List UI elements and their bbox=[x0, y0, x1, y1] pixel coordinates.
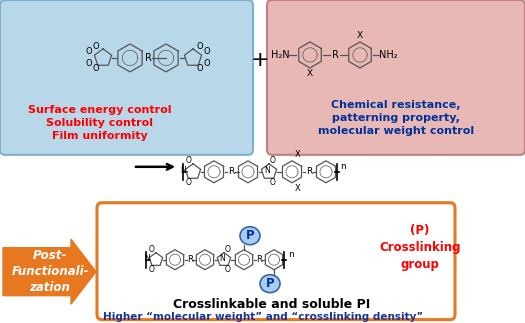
Text: H₂N: H₂N bbox=[271, 50, 289, 60]
Text: N: N bbox=[219, 254, 225, 263]
Text: O: O bbox=[270, 156, 276, 165]
Text: O: O bbox=[93, 42, 99, 51]
Text: O: O bbox=[204, 59, 211, 68]
Text: X: X bbox=[295, 150, 301, 159]
Text: Higher “molecular weight” and “crosslinking density”: Higher “molecular weight” and “crosslink… bbox=[103, 312, 423, 322]
Text: +: + bbox=[251, 50, 269, 70]
Text: Chemical resistance,
patterning property,
molecular weight control: Chemical resistance, patterning property… bbox=[318, 100, 474, 136]
Text: NH₂: NH₂ bbox=[379, 50, 397, 60]
Text: (P)
Crosslinking
group: (P) Crosslinking group bbox=[379, 224, 461, 271]
Text: N: N bbox=[180, 166, 186, 175]
Text: P: P bbox=[266, 277, 274, 290]
FancyBboxPatch shape bbox=[267, 0, 525, 155]
Text: R: R bbox=[256, 255, 262, 264]
Text: O: O bbox=[270, 178, 276, 187]
FancyBboxPatch shape bbox=[0, 0, 253, 155]
Ellipse shape bbox=[240, 227, 260, 245]
Text: O: O bbox=[186, 178, 192, 187]
Text: O: O bbox=[149, 265, 155, 274]
Text: O: O bbox=[204, 47, 211, 57]
Text: O: O bbox=[225, 265, 231, 274]
FancyArrow shape bbox=[3, 239, 96, 304]
Text: Post-
Functionali-
zation: Post- Functionali- zation bbox=[11, 249, 89, 294]
Text: N: N bbox=[264, 166, 270, 175]
Text: O: O bbox=[197, 42, 203, 51]
Text: O: O bbox=[93, 64, 99, 73]
Text: Crosslinkable and soluble PI: Crosslinkable and soluble PI bbox=[173, 298, 371, 311]
Text: R: R bbox=[144, 53, 151, 63]
Text: X: X bbox=[295, 184, 301, 193]
Text: n: n bbox=[288, 250, 294, 259]
Text: R: R bbox=[306, 167, 312, 176]
Ellipse shape bbox=[260, 275, 280, 293]
Text: R: R bbox=[228, 167, 234, 176]
Text: R: R bbox=[187, 255, 193, 264]
Text: O: O bbox=[197, 64, 203, 73]
Text: Surface energy control
Solubility control
Film uniformity: Surface energy control Solubility contro… bbox=[28, 105, 172, 141]
Text: X: X bbox=[307, 69, 313, 78]
Text: n: n bbox=[340, 162, 346, 171]
FancyBboxPatch shape bbox=[97, 203, 455, 320]
Text: R: R bbox=[332, 50, 339, 60]
Text: O: O bbox=[225, 245, 231, 254]
Text: P: P bbox=[246, 229, 254, 242]
Text: O: O bbox=[186, 156, 192, 165]
Text: O: O bbox=[86, 59, 92, 68]
Text: O: O bbox=[149, 245, 155, 254]
Text: N: N bbox=[144, 254, 150, 263]
Text: X: X bbox=[357, 31, 363, 40]
Text: O: O bbox=[86, 47, 92, 57]
